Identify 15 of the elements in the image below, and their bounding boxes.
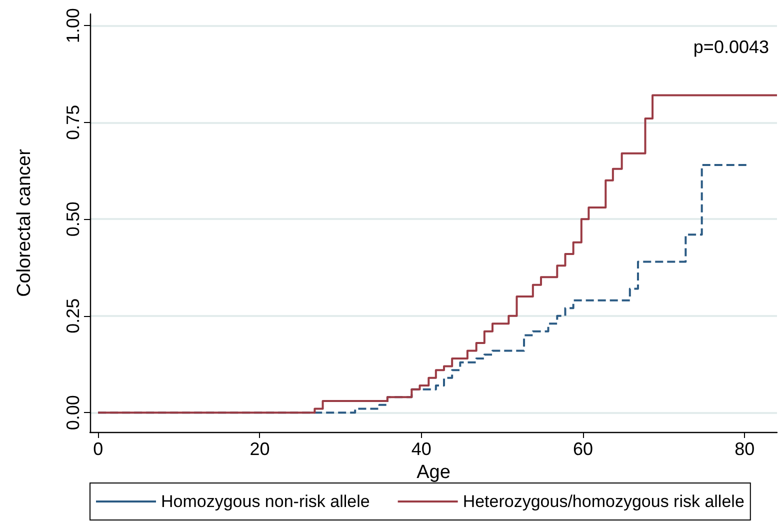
legend-label: Heterozygous/homozygous risk allele (462, 492, 744, 511)
y-tick-label: 0.75 (63, 104, 83, 140)
annotation: p=0.0043 (693, 37, 769, 57)
x-tick-label: 0 (93, 439, 104, 459)
legend-label: Homozygous non-risk allele (161, 492, 370, 511)
x-axis-title: Age (416, 462, 450, 483)
y-tick-label: 0.00 (63, 395, 83, 430)
x-tick-label: 40 (411, 439, 432, 459)
x-tick-label: 80 (734, 439, 755, 459)
y-axis-title: Colorectal cancer (14, 148, 35, 297)
x-tick-label: 20 (250, 439, 270, 459)
x-tick-label: 60 (573, 439, 594, 459)
y-tick-label: 0.50 (63, 202, 83, 237)
y-tick-label: 0.25 (63, 298, 83, 334)
y-tick-label: 1.00 (63, 8, 83, 44)
